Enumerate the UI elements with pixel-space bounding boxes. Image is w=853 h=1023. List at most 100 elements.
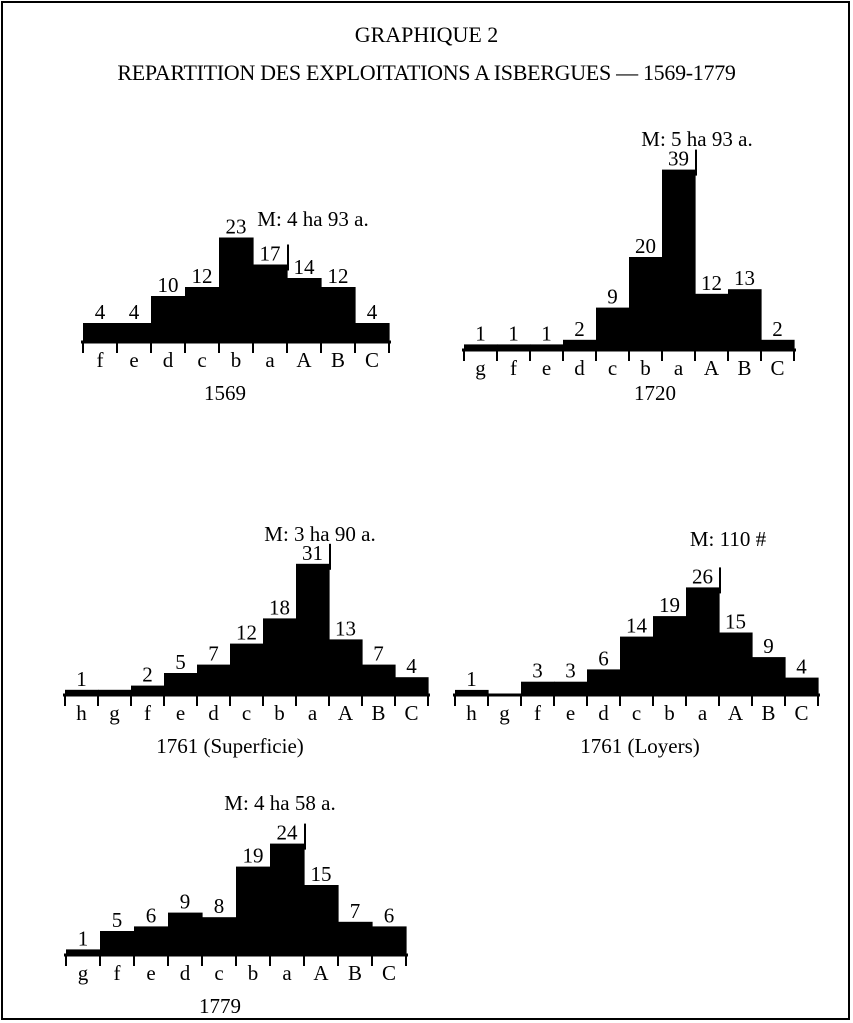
value-label: 23 [226, 215, 247, 239]
category-label-C: C [794, 701, 808, 725]
category-label-f: f [144, 701, 151, 725]
chart-title: 1720 [634, 381, 676, 405]
category-label-a: a [265, 348, 275, 372]
bar-d [587, 669, 621, 694]
bar-B [728, 289, 762, 349]
category-label-g: g [475, 356, 486, 380]
category-label-A: A [728, 701, 744, 725]
value-label: 1 [78, 926, 89, 950]
category-label-a: a [282, 961, 292, 985]
value-label: 12 [328, 264, 349, 288]
bar-f [497, 344, 531, 349]
value-label: 4 [367, 300, 378, 324]
bar-a [662, 169, 696, 349]
category-label-f: f [510, 356, 517, 380]
value-label: 7 [208, 642, 219, 666]
value-label: 7 [350, 899, 361, 923]
category-label-B: B [348, 961, 362, 985]
bar-g [464, 344, 498, 349]
bar-C [761, 339, 795, 349]
mean-label: M: 5 ha 93 a. [641, 127, 752, 151]
value-label: 14 [294, 255, 316, 279]
category-label-B: B [331, 348, 345, 372]
bar-b [629, 257, 663, 349]
figure-subtitle: REPARTITION DES EXPLOITATIONS A ISBERGUE… [117, 60, 736, 85]
category-label-b: b [274, 701, 285, 725]
category-label-e: e [129, 348, 138, 372]
bar-C [355, 323, 390, 341]
value-label: 39 [668, 147, 689, 171]
category-label-d: d [574, 356, 585, 380]
mean-label: M: 3 ha 90 a. [264, 522, 375, 546]
value-label: 9 [763, 634, 774, 658]
category-label-e: e [566, 701, 575, 725]
category-label-f: f [534, 701, 541, 725]
value-label: 15 [725, 610, 746, 634]
category-label-a: a [674, 356, 684, 380]
category-label-b: b [664, 701, 675, 725]
bar-C [372, 926, 407, 954]
value-label: 5 [175, 650, 186, 674]
value-label: 10 [158, 273, 179, 297]
bar-B [338, 921, 373, 954]
bar-e [530, 344, 564, 349]
value-label: 20 [635, 234, 656, 258]
value-label: 5 [112, 908, 123, 932]
value-label: 12 [236, 621, 257, 645]
value-label: 13 [335, 616, 356, 640]
value-label: 15 [311, 862, 332, 886]
category-label-B: B [761, 701, 775, 725]
category-label-h: h [76, 701, 87, 725]
bar-f [100, 931, 135, 954]
category-label-c: c [242, 701, 251, 725]
bar-a [253, 264, 288, 341]
category-label-f: f [97, 348, 104, 372]
value-label: 6 [598, 646, 609, 670]
bar-B [321, 287, 356, 341]
chart-title: 1779 [199, 994, 241, 1018]
bar-A [695, 293, 729, 349]
mean-label: M: 4 ha 58 a. [224, 791, 335, 815]
value-label: 12 [192, 264, 213, 288]
value-label: 1 [508, 321, 519, 345]
value-label: 4 [796, 655, 807, 679]
value-label: 1 [466, 667, 477, 691]
category-label-A: A [313, 961, 329, 985]
category-label-C: C [770, 356, 784, 380]
value-label: 4 [95, 300, 106, 324]
bar-d [151, 296, 186, 341]
bar-d [197, 664, 231, 694]
category-label-e: e [542, 356, 551, 380]
value-label: 12 [701, 271, 722, 295]
chart-title: 1761 (Loyers) [580, 734, 700, 758]
value-label: 2 [142, 663, 153, 687]
bar-f [83, 323, 118, 341]
bar-e [164, 673, 198, 694]
bar-c [202, 917, 237, 954]
bar-e [554, 681, 588, 694]
bar-d [563, 339, 597, 349]
figure-title: GRAPHIQUE 2 [354, 22, 499, 47]
bar-b [236, 866, 271, 954]
value-label: 3 [532, 659, 543, 683]
bar-h [455, 689, 489, 694]
bar-g [98, 689, 132, 694]
value-label: 1 [76, 667, 87, 691]
bar-a [686, 587, 720, 694]
bar-f [131, 685, 165, 694]
bar-f [521, 681, 555, 694]
category-label-d: d [598, 701, 609, 725]
value-label: 19 [659, 593, 680, 617]
category-label-d: d [208, 701, 219, 725]
value-label: 24 [277, 821, 299, 845]
value-label: 8 [214, 894, 225, 918]
bar-h [65, 689, 99, 694]
bar-c [620, 636, 654, 694]
category-label-C: C [382, 961, 396, 985]
bar-A [304, 885, 339, 954]
category-label-c: c [214, 961, 223, 985]
